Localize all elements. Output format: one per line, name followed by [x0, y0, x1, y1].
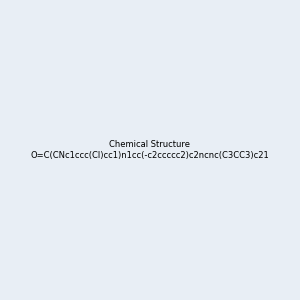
- Text: Chemical Structure
O=C(CNc1ccc(Cl)cc1)n1cc(-c2ccccc2)c2ncnc(C3CC3)c21: Chemical Structure O=C(CNc1ccc(Cl)cc1)n1…: [31, 140, 269, 160]
